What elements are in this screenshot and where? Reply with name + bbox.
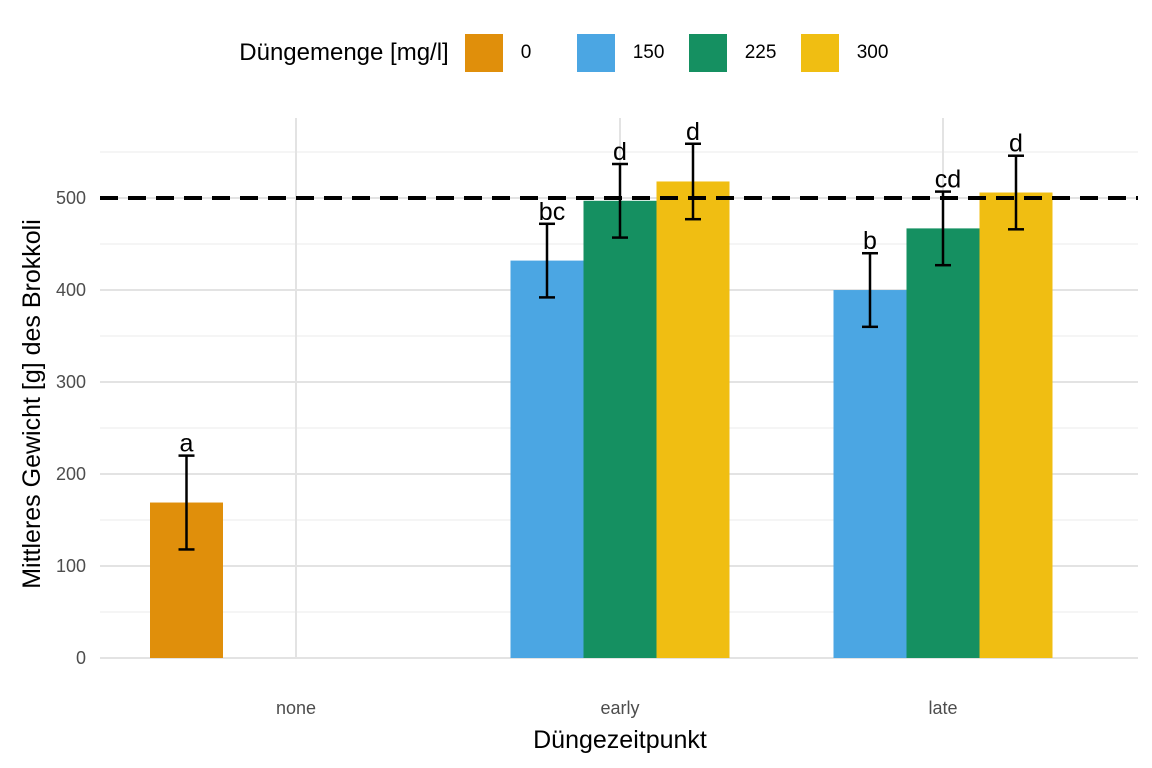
legend-title: Düngemenge [mg/l] <box>239 39 449 66</box>
legend-key-150 <box>576 34 615 72</box>
bar-layer <box>150 181 1053 659</box>
y-axis-title: Mittleres Gewicht [g] des Brokkoli <box>18 219 46 589</box>
legend-label-150: 150 <box>632 42 665 63</box>
legend-item-225: 225 <box>688 34 785 72</box>
x-tick-label: late <box>928 698 957 718</box>
significance-label: d <box>613 138 627 166</box>
y-tick-label: 400 <box>56 280 86 300</box>
legend-key-225 <box>688 34 727 72</box>
legend: Düngemenge [mg/l] 0 150 225 300 <box>0 30 1152 76</box>
bar-early-225 <box>583 200 657 658</box>
legend-item-300: 300 <box>800 34 897 72</box>
legend-label-225: 225 <box>744 42 777 63</box>
y-tick-label: 500 <box>56 188 86 208</box>
y-tick-label: 200 <box>56 464 86 484</box>
legend-key-0 <box>464 34 503 72</box>
significance-label: bc <box>539 198 565 226</box>
legend-item-150: 150 <box>576 34 673 72</box>
error-bar-layer <box>178 142 1024 551</box>
legend-item-0: 0 <box>464 34 561 72</box>
significance-label: d <box>686 118 700 146</box>
legend-label-300: 300 <box>856 42 889 63</box>
significance-label: cd <box>935 166 961 194</box>
legend-label-0: 0 <box>520 42 532 63</box>
significance-label: b <box>863 227 877 255</box>
bar-early-150 <box>510 260 584 658</box>
x-tick-label: none <box>276 698 316 718</box>
bar-early-300 <box>656 181 730 659</box>
y-tick-label: 0 <box>76 648 86 668</box>
bar-late-150 <box>833 290 907 658</box>
significance-label: a <box>180 430 194 458</box>
y-tick-label: 300 <box>56 372 86 392</box>
significance-label: d <box>1009 130 1023 158</box>
bar-late-225 <box>906 228 980 658</box>
x-tick-label: early <box>600 698 639 718</box>
y-tick-label: 100 <box>56 556 86 576</box>
bar-late-300 <box>979 192 1053 659</box>
x-axis-title: Düngezeitpunkt <box>533 726 707 754</box>
legend-key-300 <box>800 34 839 72</box>
